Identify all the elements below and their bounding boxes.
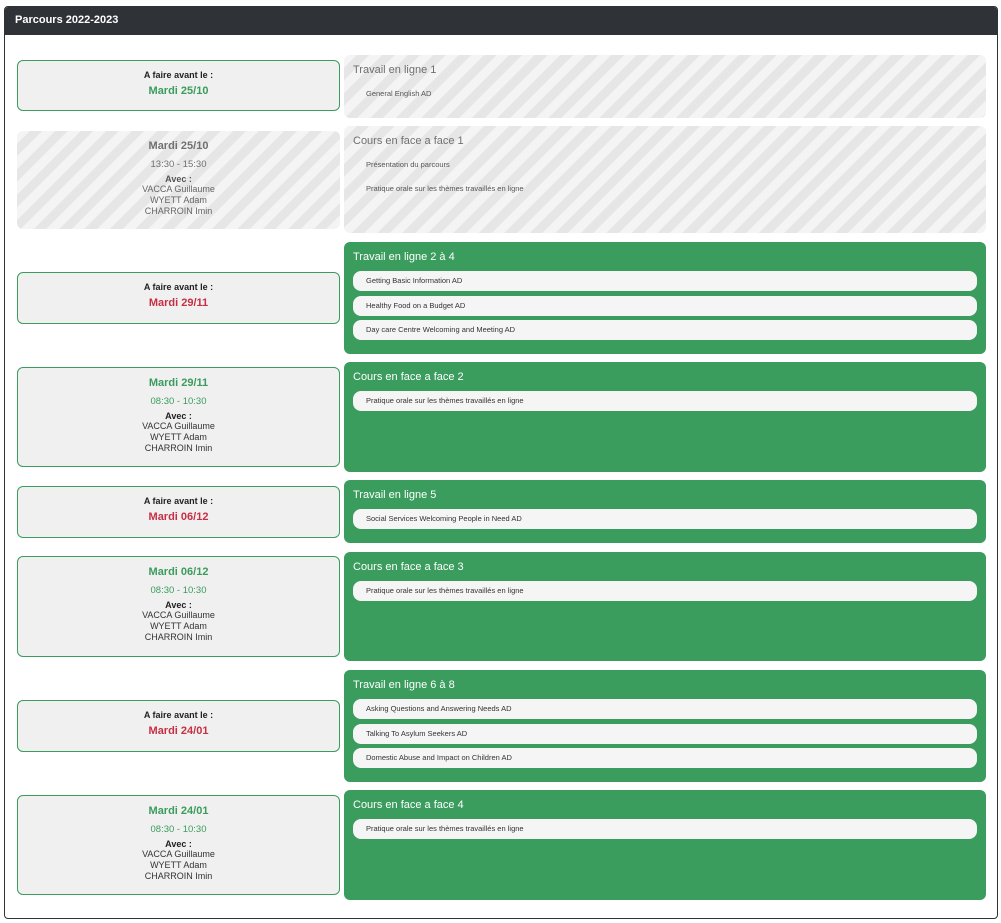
due-date: Mardi 06/12 [148,511,209,523]
trainer-name: CHARROIN Imin [144,632,213,642]
activity-item[interactable]: Social Services Welcoming People in Need… [353,509,977,529]
session-date: Mardi 06/12 [148,566,209,578]
avec-label: Avec : [165,174,192,184]
trainer-name: VACCA Guillaume [142,184,215,194]
session-time: 08:30 - 10:30 [150,585,207,596]
activity-item[interactable]: Asking Questions and Answering Needs AD [353,699,977,719]
activity-item[interactable]: Getting Basic Information AD [353,271,977,291]
activity-item[interactable]: Pratique orale sur les thèmes travaillés… [353,391,977,411]
activity-block[interactable]: Travail en ligne 2 à 4 Getting Basic Inf… [344,242,986,354]
trainer-name: WYETT Adam [150,432,207,442]
block-title: Cours en face a face 3 [353,561,464,573]
block-title: Travail en ligne 5 [353,489,437,501]
session-card: Mardi 24/01 08:30 - 10:30 Avec : VACCA G… [17,795,340,895]
activity-item[interactable]: Pratique orale sur les thèmes travaillés… [353,581,977,601]
block-title: Cours en face a face 1 [353,135,464,147]
session-time: 13:30 - 15:30 [150,159,207,170]
trainer-name: VACCA Guillaume [142,610,215,620]
avec-label: Avec : [165,600,192,610]
activity-block[interactable]: Cours en face a face 2 Pratique orale su… [344,362,986,472]
session-time: 08:30 - 10:30 [150,824,207,835]
due-date-card: A faire avant le : Mardi 25/10 [17,60,340,111]
due-date-card: A faire avant le : Mardi 24/01 [17,700,340,752]
block-title: Travail en ligne 2 à 4 [353,251,455,263]
avec-label: Avec : [165,411,192,421]
activity-item[interactable]: General English AD [366,89,432,98]
due-date: Mardi 29/11 [148,297,209,309]
due-date: Mardi 24/01 [148,725,209,737]
block-title: Cours en face a face 4 [353,799,464,811]
trainer-name: VACCA Guillaume [142,849,215,859]
activity-block[interactable]: Cours en face a face 4 Pratique orale su… [344,790,986,900]
due-date-card: A faire avant le : Mardi 06/12 [17,486,340,538]
trainer-name: CHARROIN Imin [144,443,213,453]
activity-item[interactable]: Pratique orale sur les thèmes travaillés… [366,184,524,193]
due-label: A faire avant le : [143,70,214,80]
trainer-name: WYETT Adam [150,860,207,870]
session-card: Mardi 06/12 08:30 - 10:30 Avec : VACCA G… [17,556,340,657]
activity-item[interactable]: Pratique orale sur les thèmes travaillés… [353,819,977,839]
trainer-name: WYETT Adam [150,621,207,631]
session-date: Mardi 25/10 [148,140,209,152]
due-label: A faire avant le : [143,710,214,720]
activity-block[interactable]: Travail en ligne 6 à 8 Asking Questions … [344,670,986,782]
block-title: Cours en face a face 2 [353,371,464,383]
parcours-panel: Parcours 2022-2023 A faire avant le : Ma… [4,6,998,919]
trainer-name: VACCA Guillaume [142,421,215,431]
block-title: Travail en ligne 6 à 8 [353,679,455,691]
trainer-name: WYETT Adam [150,195,207,205]
due-date: Mardi 25/10 [148,85,209,97]
activity-block[interactable]: Cours en face a face 3 Pratique orale su… [344,552,986,661]
block-title: Travail en ligne 1 [353,64,437,76]
due-label: A faire avant le : [143,496,214,506]
due-label: A faire avant le : [143,282,214,292]
due-date-card: A faire avant le : Mardi 29/11 [17,272,340,324]
activity-block[interactable]: Cours en face a face 1 Présentation du p… [344,126,986,233]
session-date: Mardi 29/11 [148,377,209,389]
trainer-name: CHARROIN Imin [144,206,213,216]
activity-item[interactable]: Healthy Food on a Budget AD [353,295,977,316]
activity-block[interactable]: Travail en ligne 5 Social Services Welco… [344,480,986,543]
activity-block[interactable]: Travail en ligne 1 General English AD [344,55,986,118]
activity-item[interactable]: Talking To Asylum Seekers AD [353,723,977,744]
trainer-name: CHARROIN Imin [144,871,213,881]
session-card: Mardi 25/10 13:30 - 15:30 Avec : VACCA G… [17,131,340,229]
activity-item[interactable]: Day care Centre Welcoming and Meeting AD [353,320,977,340]
avec-label: Avec : [165,839,192,849]
activity-item[interactable]: Présentation du parcours [366,160,450,169]
session-date: Mardi 24/01 [148,805,209,817]
activity-item[interactable]: Domestic Abuse and Impact on Children AD [353,748,977,768]
session-card: Mardi 29/11 08:30 - 10:30 Avec : VACCA G… [17,367,340,467]
panel-title: Parcours 2022-2023 [5,7,997,35]
session-time: 08:30 - 10:30 [150,396,207,407]
